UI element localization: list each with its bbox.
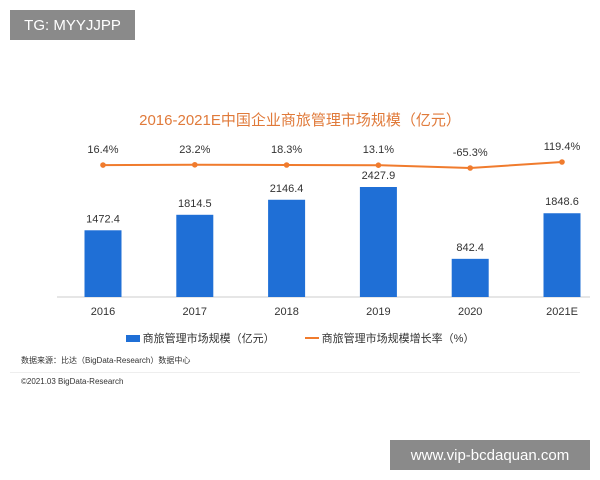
- growth-point: [559, 159, 565, 165]
- bar: [268, 199, 306, 297]
- watermark-bottom-right: www.vip-bcdaquan.com: [390, 440, 590, 470]
- growth-point: [375, 162, 382, 168]
- divider: [10, 372, 580, 373]
- bar-data-label: 2427.9: [362, 170, 396, 182]
- growth-data-label: 23.2%: [179, 144, 210, 156]
- chart-title: 2016-2021E中国企业商旅管理市场规模（亿元）: [139, 112, 461, 129]
- x-tick-label: 2019: [366, 306, 390, 318]
- growth-point: [283, 162, 290, 168]
- growth-data-label: -65.3%: [453, 147, 488, 159]
- growth-data-label: 13.1%: [363, 144, 394, 156]
- bar-data-label: 842.4: [456, 242, 484, 254]
- bar-data-label: 1814.5: [178, 198, 212, 210]
- growth-point: [100, 162, 106, 168]
- source-note: 数据来源：比达（BigData-Research）数据中心: [21, 356, 191, 365]
- legend: 商旅管理市场规模（亿元） 商旅管理市场规模增长率（%）: [0, 330, 600, 346]
- legend-bar-label: 商旅管理市场规模（亿元）: [142, 333, 275, 345]
- growth-data-label: 18.3%: [271, 144, 302, 156]
- bar: [84, 230, 122, 297]
- x-tick-label: 2020: [458, 306, 482, 318]
- bar-data-label: 1472.4: [86, 213, 120, 225]
- growth-point: [192, 161, 198, 168]
- bar: [451, 258, 489, 297]
- legend-line-label: 商旅管理市场规模增长率（%）: [321, 333, 475, 345]
- bar: [543, 213, 581, 297]
- legend-item-line: 商旅管理市场规模增长率（%）: [304, 330, 475, 346]
- legend-line-swatch: [304, 337, 319, 339]
- x-tick-label: 2021E: [546, 306, 578, 318]
- copyright: ©2021.03 BigData-Research: [21, 377, 124, 386]
- watermark-top-left: TG: MYYJJPP: [10, 10, 135, 40]
- bar: [176, 214, 214, 297]
- bar: [359, 187, 397, 297]
- growth-point: [467, 165, 474, 171]
- bar-data-label: 2146.4: [270, 183, 304, 195]
- legend-item-bar: 商旅管理市场规模（亿元）: [125, 330, 275, 346]
- growth-data-label: 16.4%: [87, 144, 118, 156]
- growth-data-label: 119.4%: [544, 141, 581, 153]
- x-tick-label: 2016: [91, 306, 115, 318]
- growth-line: [102, 161, 563, 170]
- bar-data-label: 1848.6: [545, 196, 579, 208]
- chart: 1472.4 2016 1814.5 2017 2146.4 2018 2427.9 2019…: [57, 141, 590, 318]
- x-tick-label: 2018: [274, 306, 298, 318]
- x-tick-label: 2017: [183, 306, 207, 318]
- legend-bar-swatch: [125, 334, 140, 342]
